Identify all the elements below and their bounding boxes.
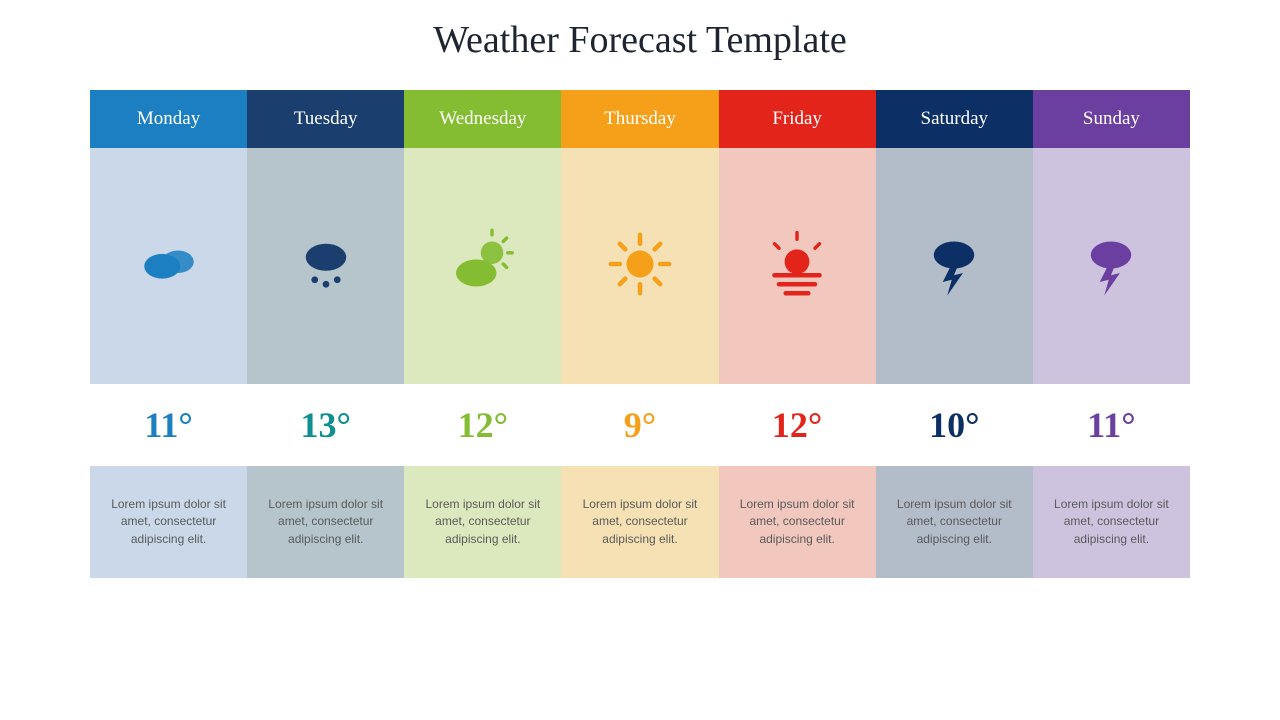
day-description: Lorem ipsum dolor sit amet, consectetur … bbox=[876, 466, 1033, 578]
day-description: Lorem ipsum dolor sit amet, consectetur … bbox=[1033, 466, 1190, 578]
temperature-value: 12° bbox=[719, 384, 876, 466]
temperature-value: 9° bbox=[561, 384, 718, 466]
day-description: Lorem ipsum dolor sit amet, consectetur … bbox=[90, 466, 247, 578]
day-header: Thursday bbox=[561, 90, 718, 148]
day-header: Tuesday bbox=[247, 90, 404, 148]
sunset-icon bbox=[761, 228, 833, 305]
storm-icon bbox=[918, 228, 990, 305]
icon-row bbox=[90, 148, 1190, 384]
header-row: Monday Tuesday Wednesday Thursday Friday… bbox=[90, 90, 1190, 148]
temperature-value: 11° bbox=[90, 384, 247, 466]
partly-sunny-icon bbox=[447, 228, 519, 305]
slide-title: Weather Forecast Template bbox=[90, 18, 1190, 62]
weather-icon-cell bbox=[247, 148, 404, 384]
day-header: Wednesday bbox=[404, 90, 561, 148]
day-description: Lorem ipsum dolor sit amet, consectetur … bbox=[561, 466, 718, 578]
day-header: Saturday bbox=[876, 90, 1033, 148]
weather-icon-cell bbox=[90, 148, 247, 384]
description-row: Lorem ipsum dolor sit amet, consectetur … bbox=[90, 466, 1190, 578]
day-description: Lorem ipsum dolor sit amet, consectetur … bbox=[404, 466, 561, 578]
temperature-value: 13° bbox=[247, 384, 404, 466]
storm-icon bbox=[1075, 228, 1147, 305]
weather-forecast-slide: Weather Forecast Template Monday Tuesday… bbox=[0, 0, 1280, 720]
day-description: Lorem ipsum dolor sit amet, consectetur … bbox=[719, 466, 876, 578]
cloudy-icon bbox=[133, 228, 205, 305]
day-header: Monday bbox=[90, 90, 247, 148]
temperature-value: 10° bbox=[876, 384, 1033, 466]
temperature-row: 11° 13° 12° 9° 12° 10° 11° bbox=[90, 384, 1190, 466]
sunny-icon bbox=[604, 228, 676, 305]
day-header: Friday bbox=[719, 90, 876, 148]
weather-icon-cell bbox=[561, 148, 718, 384]
weather-icon-cell bbox=[1033, 148, 1190, 384]
temperature-value: 11° bbox=[1033, 384, 1190, 466]
weather-icon-cell bbox=[876, 148, 1033, 384]
temperature-value: 12° bbox=[404, 384, 561, 466]
rain-icon bbox=[290, 228, 362, 305]
day-description: Lorem ipsum dolor sit amet, consectetur … bbox=[247, 466, 404, 578]
weather-icon-cell bbox=[404, 148, 561, 384]
day-header: Sunday bbox=[1033, 90, 1190, 148]
weather-icon-cell bbox=[719, 148, 876, 384]
